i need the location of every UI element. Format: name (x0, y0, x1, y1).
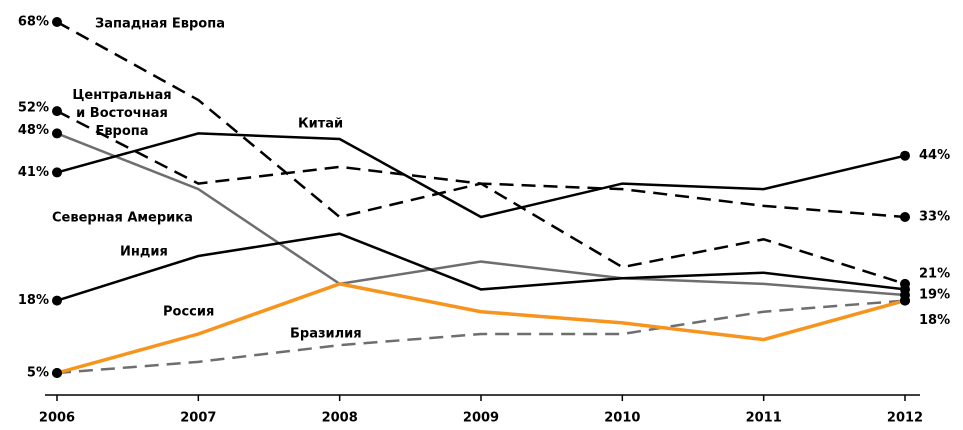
value-label: 48% (18, 123, 49, 138)
series-label: Северная Америка (52, 211, 193, 226)
value-label: 41% (18, 165, 49, 180)
x-tick-label: 2009 (463, 411, 499, 426)
point (52, 106, 62, 117)
x-tick-label: 2006 (39, 411, 75, 426)
point (52, 17, 62, 27)
line (56, 282, 906, 375)
point (52, 295, 62, 306)
series-label: Китай (298, 117, 343, 132)
value-label: 18% (919, 313, 950, 328)
value-label: 52% (18, 101, 49, 116)
value-label: 44% (919, 148, 950, 163)
series-label: Западная Европа (95, 17, 225, 32)
line (56, 20, 906, 286)
value-label: 19% (919, 288, 950, 303)
value-label: 21% (919, 266, 950, 281)
series-label: Центральная и Восточная Европа (72, 88, 171, 139)
series-label: Россия (163, 305, 214, 320)
value-label: 33% (919, 210, 950, 225)
x-tick-label: 2010 (604, 411, 640, 426)
point (900, 212, 910, 222)
point (900, 284, 910, 295)
line (56, 132, 906, 219)
series-label: Бразилия (290, 327, 362, 342)
value-label: 5% (27, 366, 49, 381)
line (56, 110, 906, 219)
line (56, 299, 906, 375)
series-label: Индия (120, 245, 168, 260)
value-label: 68% (18, 15, 49, 30)
x-tick-label: 2007 (180, 411, 216, 426)
point (52, 128, 62, 139)
x-tick-label: 2008 (322, 411, 358, 426)
point (900, 295, 910, 306)
line (56, 132, 906, 297)
point (52, 368, 62, 378)
value-label: 18% (18, 293, 49, 308)
x-tick-label: 2011 (746, 411, 782, 426)
x-tick-label: 2012 (887, 411, 923, 426)
line (56, 232, 906, 302)
point (52, 167, 62, 178)
point (900, 150, 910, 161)
